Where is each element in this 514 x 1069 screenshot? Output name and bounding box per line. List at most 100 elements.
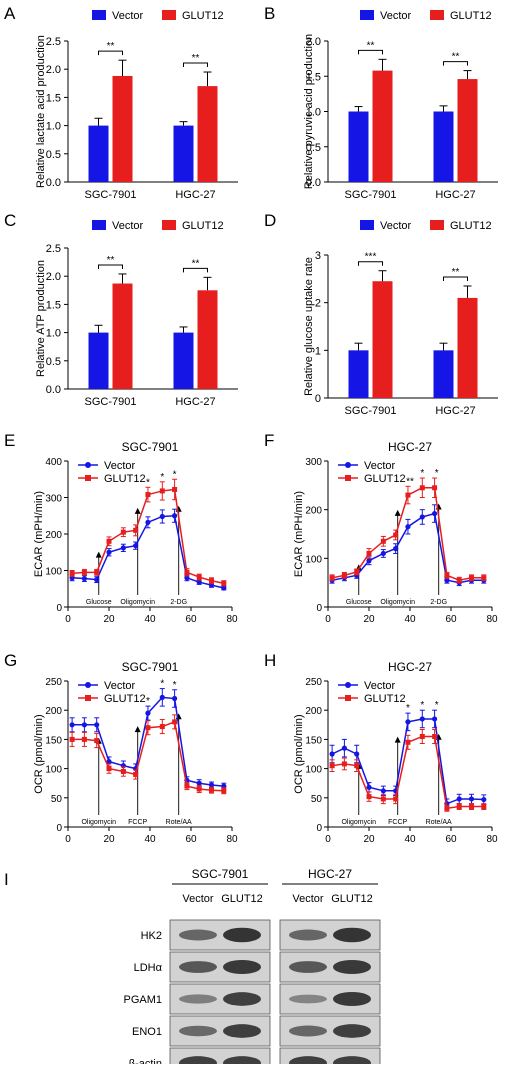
significance-label: * [173, 680, 177, 691]
data-point [94, 738, 100, 744]
blot-band [223, 959, 261, 975]
panel-label-f: F [264, 431, 274, 450]
y-tick-label: 0.5 [46, 149, 61, 161]
y-axis-label: Relative pyruvic acid production [303, 34, 315, 189]
y-tick-label: 0 [56, 823, 62, 834]
bar-glut12 [197, 290, 218, 389]
data-point [209, 787, 214, 793]
bar-glut12 [372, 70, 393, 182]
bar-vector [88, 125, 109, 182]
x-tick-label: 40 [144, 834, 156, 845]
blot-band [333, 1024, 371, 1038]
significance-label: ** [107, 255, 115, 266]
data-point [354, 569, 360, 575]
y-tick-label: 200 [45, 706, 62, 717]
blot-band [289, 1025, 327, 1037]
data-point [380, 788, 386, 794]
x-tick-label: 20 [103, 834, 115, 845]
injection-arrow [394, 509, 401, 516]
y-tick-label: 0.5 [46, 356, 61, 368]
y-tick-label: 250 [45, 677, 62, 688]
panel-label-i: I [4, 870, 9, 889]
injection-label: Rote/AA [426, 819, 452, 826]
y-tick-label: 100 [45, 765, 62, 776]
data-point [221, 788, 227, 794]
blot-lane-label: Vector [182, 893, 214, 905]
injection-arrow [134, 726, 141, 733]
data-point [145, 725, 151, 731]
blot-band [333, 991, 371, 1007]
y-tick-label: 250 [305, 677, 322, 688]
significance-label: * [420, 468, 424, 479]
y-tick-label: 1.5 [306, 71, 321, 83]
y-axis-label: OCR (pmol/min) [33, 714, 45, 793]
data-point [419, 514, 425, 520]
data-point [432, 485, 438, 491]
legend-swatch-glut12 [162, 220, 176, 230]
data-point [481, 796, 487, 803]
significance-label: * [406, 703, 410, 714]
data-point [69, 736, 75, 742]
data-point [432, 716, 438, 722]
blot-band [289, 929, 327, 941]
western-blot-i: SGC-7901 Vector GLUT12 HGC-27 Vector GLUT12 HK… [123, 867, 381, 1069]
bar-glut12 [112, 75, 133, 182]
y-tick-label: 0.5 [306, 142, 321, 154]
blot-group-label: HGC-27 [308, 867, 352, 881]
x-tick-label: SGC-7901 [345, 405, 397, 417]
significance-label: * [146, 696, 150, 707]
legend-label-vector: Vector [104, 460, 136, 472]
chart-title: HGC-27 [388, 660, 432, 674]
data-point [172, 486, 178, 492]
data-point [354, 751, 360, 757]
legend-label-vector: Vector [112, 10, 144, 22]
bar-vector [88, 332, 109, 389]
data-point [456, 577, 462, 583]
injection-label: Oligomycin [380, 599, 415, 606]
data-point [145, 710, 151, 716]
significance-label: ** [406, 476, 414, 487]
injection-label: Oligomycin [341, 819, 376, 826]
legend-swatch-glut12 [162, 10, 176, 20]
x-tick-label: HGC-27 [175, 396, 215, 408]
y-axis-label: Relative glucose uptake rate [303, 257, 315, 396]
x-tick-label: 40 [404, 614, 416, 625]
bar-glut12 [457, 79, 478, 182]
blot-band [289, 994, 327, 1004]
data-point [444, 572, 450, 578]
x-tick-label: 0 [65, 834, 71, 845]
significance-label: ** [192, 53, 200, 64]
injection-arrow [394, 736, 401, 743]
legend-label-vector: Vector [380, 10, 412, 22]
data-point [393, 546, 399, 552]
blot-band [179, 1025, 217, 1037]
data-point [120, 529, 126, 535]
data-point [159, 488, 165, 494]
data-point [94, 577, 100, 583]
x-tick-label: 80 [486, 614, 498, 625]
data-point [366, 784, 372, 790]
data-point [172, 695, 178, 702]
y-axis-label: ECAR (mPH/min) [33, 491, 45, 577]
significance-bracket [443, 276, 468, 281]
y-axis-label: Relative ATP production [35, 260, 47, 377]
significance-bracket [98, 50, 123, 56]
data-point [341, 572, 347, 578]
y-tick-label: 2.0 [46, 64, 61, 76]
y-tick-label: 1.5 [46, 92, 61, 104]
legend-label-glut12: GLUT12 [450, 10, 492, 22]
y-tick-label: 2.0 [46, 271, 61, 283]
bar-vector [348, 111, 369, 182]
data-point [432, 733, 438, 739]
legend-marker-vector [85, 682, 91, 688]
data-point [432, 510, 438, 517]
injection-label: Glucose [86, 599, 112, 606]
significance-bracket [98, 264, 123, 269]
legend-label-glut12: GLUT12 [182, 10, 224, 22]
data-point [196, 574, 202, 580]
legend-b: Vector GLUT12 [360, 10, 492, 22]
